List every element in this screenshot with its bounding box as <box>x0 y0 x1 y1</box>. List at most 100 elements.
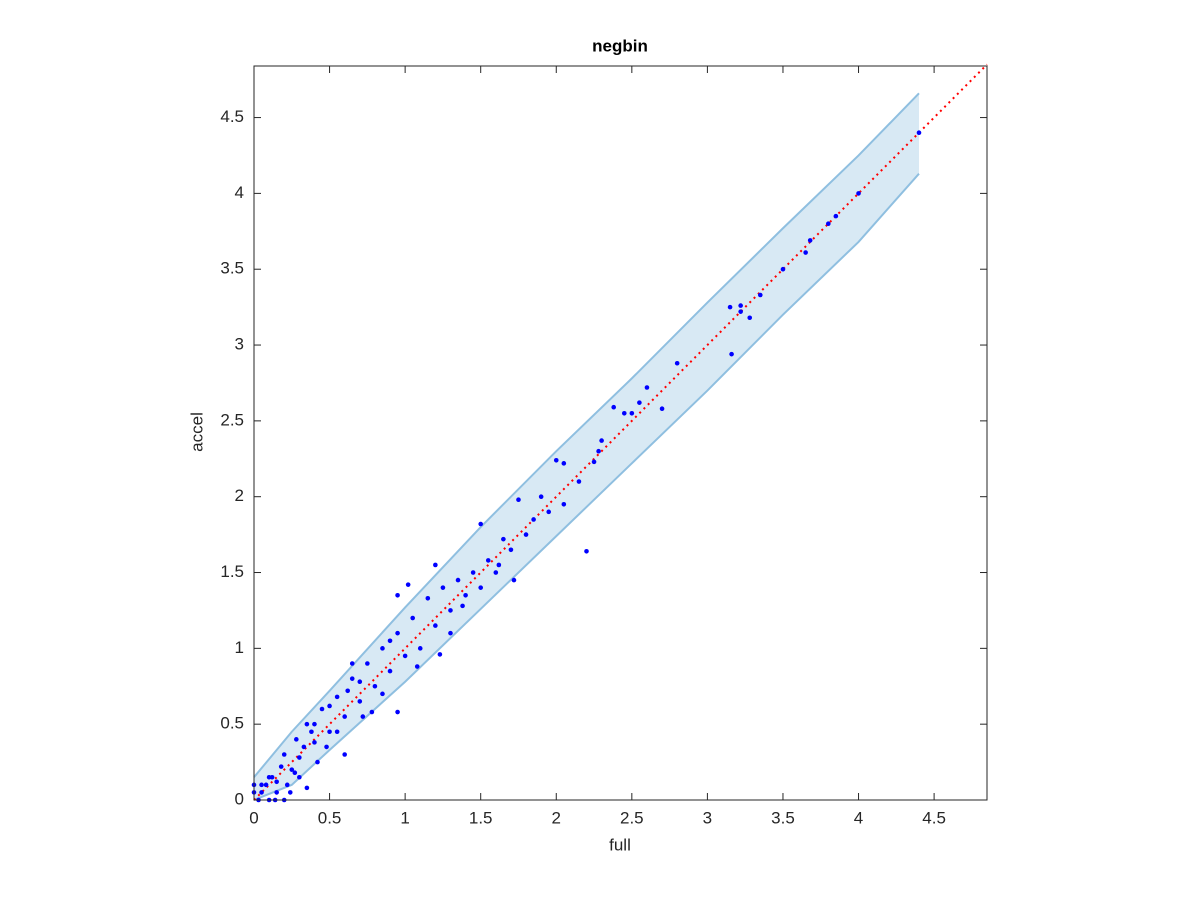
point <box>380 646 385 651</box>
point <box>263 782 269 788</box>
point <box>455 577 461 583</box>
y-tick-label: 3.5 <box>220 259 244 278</box>
point <box>621 410 627 416</box>
point <box>433 562 438 568</box>
point <box>274 790 279 795</box>
point <box>301 744 307 750</box>
point <box>440 585 446 590</box>
point <box>417 646 423 651</box>
point <box>553 457 559 463</box>
point <box>433 623 438 628</box>
point <box>437 652 443 657</box>
point <box>369 709 375 715</box>
point <box>297 755 302 760</box>
point <box>281 752 287 757</box>
point <box>284 782 290 788</box>
point <box>599 438 604 443</box>
axes-box <box>253 65 988 801</box>
point <box>637 400 642 405</box>
point <box>747 315 753 321</box>
point <box>470 570 476 575</box>
point <box>644 385 650 390</box>
point <box>516 497 521 503</box>
point <box>448 608 453 613</box>
y-tick-label: 4.5 <box>220 107 244 126</box>
x-axis-label: full <box>609 835 631 854</box>
x-tick-label: 2.5 <box>620 808 644 827</box>
point <box>659 406 665 412</box>
point <box>387 638 393 644</box>
point <box>259 782 264 788</box>
point <box>546 509 552 515</box>
point <box>342 752 347 757</box>
x-tick-label: 1 <box>400 808 409 827</box>
y-tick-label: 3 <box>235 335 244 354</box>
x-tick-label: 3 <box>703 808 712 827</box>
x-tick-label: 2 <box>552 808 561 827</box>
point <box>478 521 484 527</box>
point <box>327 729 332 735</box>
point <box>319 706 325 712</box>
band-upper <box>253 92 920 778</box>
point <box>523 532 529 537</box>
point <box>395 630 400 636</box>
point <box>349 676 355 681</box>
point <box>780 266 786 272</box>
point <box>826 221 831 227</box>
point <box>309 729 314 735</box>
point <box>410 615 415 621</box>
point <box>596 448 601 454</box>
point <box>738 303 743 308</box>
point <box>501 536 506 542</box>
point <box>576 479 582 484</box>
point <box>674 360 680 366</box>
x-tick-label: 4.5 <box>922 808 946 827</box>
point <box>357 679 363 685</box>
point <box>916 130 922 136</box>
x-tick-label: 0 <box>249 808 258 827</box>
point <box>508 547 514 553</box>
y-tick-label: 0.5 <box>220 714 244 733</box>
y-tick-label: 1 <box>235 638 244 657</box>
chart-title: negbin <box>592 36 648 55</box>
point <box>591 459 597 465</box>
point <box>493 570 499 575</box>
point <box>561 501 567 507</box>
point <box>511 577 517 583</box>
point <box>304 785 310 791</box>
reference-line <box>253 63 988 801</box>
point <box>727 304 733 310</box>
point <box>287 790 293 795</box>
point <box>414 664 420 669</box>
point <box>334 729 340 735</box>
point <box>803 250 808 255</box>
point <box>448 630 453 636</box>
point <box>405 582 411 587</box>
point <box>292 770 298 776</box>
point <box>365 661 370 666</box>
point <box>425 596 431 601</box>
point <box>833 213 839 219</box>
point <box>380 691 385 697</box>
point <box>327 703 332 709</box>
point <box>274 779 279 785</box>
point <box>360 714 366 719</box>
y-tick-label: 2 <box>235 486 244 505</box>
point <box>478 585 484 590</box>
x-tick-label: 1.5 <box>469 808 493 827</box>
point <box>402 653 408 659</box>
point <box>538 494 544 499</box>
point <box>297 774 302 780</box>
point <box>629 410 635 416</box>
point <box>561 461 567 466</box>
point <box>324 744 329 750</box>
point <box>259 790 264 795</box>
point <box>357 699 363 704</box>
y-tick-label: 0 <box>235 789 244 808</box>
point <box>349 661 355 666</box>
point <box>807 238 813 243</box>
point <box>312 740 317 745</box>
point <box>856 191 861 196</box>
